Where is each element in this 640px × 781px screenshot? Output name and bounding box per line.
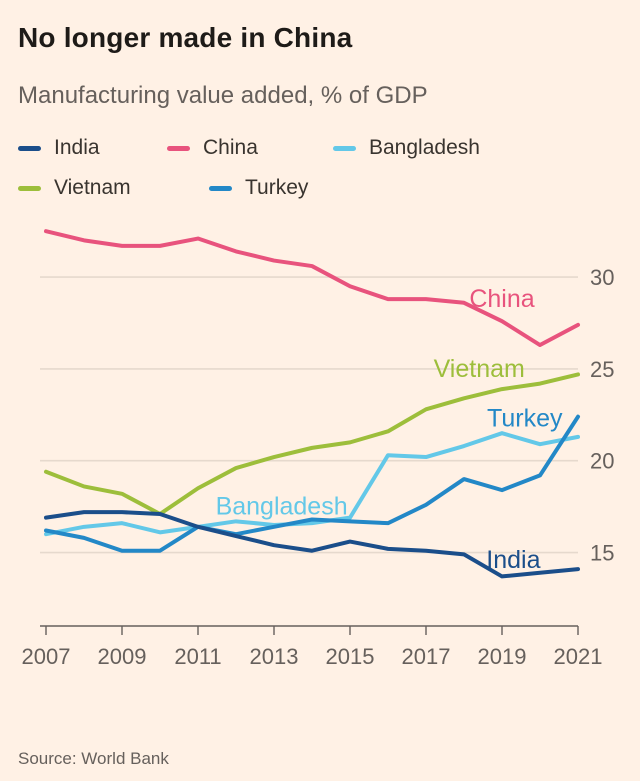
series-line-turkey (44, 414, 580, 553)
legend-marker-icon (209, 185, 232, 191)
chart-canvas: 15 20 25 30 2007 2009 2011 2013 2015 2017 2019 2021… (22, 229, 614, 669)
legend-label: China (203, 136, 258, 159)
x-tick-label: 2011 (174, 644, 221, 669)
chart-title: No longer made in China (18, 22, 353, 53)
series-line-bangladesh (44, 431, 580, 537)
legend-marker-icon (333, 145, 356, 151)
x-tick-label: 2007 (22, 644, 71, 669)
y-tick-label: 15 (590, 541, 614, 566)
y-tick-label: 30 (590, 265, 614, 290)
series-label-vietnam: Vietnam (434, 355, 525, 383)
y-tick-label: 20 (590, 449, 614, 474)
legend-marker-icon (18, 185, 41, 191)
legend-item-china: China (167, 136, 333, 160)
chart-subtitle: Manufacturing value added, % of GDP (18, 82, 428, 109)
x-tick-label: 2019 (478, 644, 527, 669)
line-chart: 15 20 25 30 2007 2009 2011 2013 2015 2017 2019 2021… (0, 210, 640, 685)
legend-label: Bangladesh (369, 136, 480, 159)
y-tick-label: 25 (590, 357, 614, 382)
x-tick-label: 2009 (98, 644, 147, 669)
series-line-india (44, 510, 580, 579)
legend-item-turkey: Turkey (209, 176, 308, 200)
x-tick-label: 2013 (250, 644, 299, 669)
legend-label: Vietnam (54, 176, 131, 199)
legend: India China Bangladesh Vietnam Turkey (0, 110, 640, 200)
legend-item-vietnam: Vietnam (18, 176, 209, 200)
legend-item-india: India (18, 136, 167, 160)
x-tick-label: 2017 (402, 644, 451, 669)
legend-label: Turkey (245, 176, 309, 199)
legend-marker-icon (18, 145, 41, 151)
series-line-china (44, 229, 580, 348)
series-label-turkey: Turkey (487, 404, 563, 432)
legend-marker-icon (167, 145, 190, 151)
legend-label: India (54, 136, 100, 159)
x-tick-label: 2015 (326, 644, 375, 669)
series-line-vietnam (44, 372, 580, 516)
series-label-china: China (469, 285, 534, 313)
series-label-bangladesh: Bangladesh (216, 493, 348, 521)
legend-item-bangladesh: Bangladesh (333, 136, 573, 160)
x-tick-label: 2021 (554, 644, 603, 669)
source-note: Source: World Bank (18, 749, 169, 768)
series-label-india: India (486, 546, 540, 574)
